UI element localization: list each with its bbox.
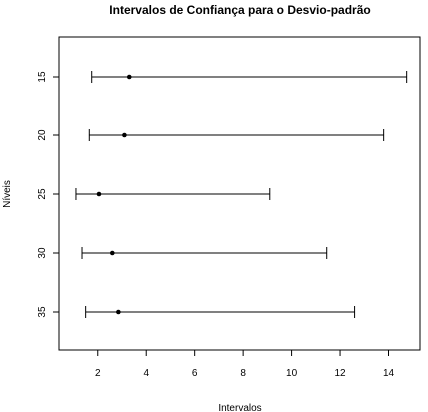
intervals-group [75,71,408,318]
x-tick-label: 2 [95,368,101,379]
x-tick-label: 8 [240,368,246,379]
interval-level-20 [88,129,385,141]
y-tick-label: 30 [37,247,48,259]
y-tick-label: 25 [37,188,48,200]
y-tick-label: 15 [37,71,48,83]
x-tick-label: 6 [192,368,198,379]
x-tick-label: 10 [286,368,298,379]
y-axis-label: Níveis [2,180,13,208]
x-axis-label: Intervalos [218,403,261,412]
chart-title: Intervalos de Confiança para o Desvio-pa… [109,3,370,17]
interval-estimate-point [110,250,115,256]
interval-level-25 [75,188,271,200]
x-axis: 2 4 6 8 10 12 14 [95,350,395,379]
x-tick-label: 14 [383,368,395,379]
interval-estimate-point [96,191,102,197]
interval-estimate-point [116,309,121,315]
y-tick-label: 35 [37,306,48,318]
interval-estimate-point [126,74,132,80]
interval-estimate-point [122,132,127,138]
interval-level-30 [81,247,328,259]
interval-level-35 [85,306,356,318]
y-tick-label: 20 [37,129,48,141]
y-axis: 15 20 25 30 35 [37,71,59,318]
x-tick-label: 12 [334,368,346,379]
interval-level-15 [91,71,408,83]
x-tick-label: 4 [143,368,149,379]
